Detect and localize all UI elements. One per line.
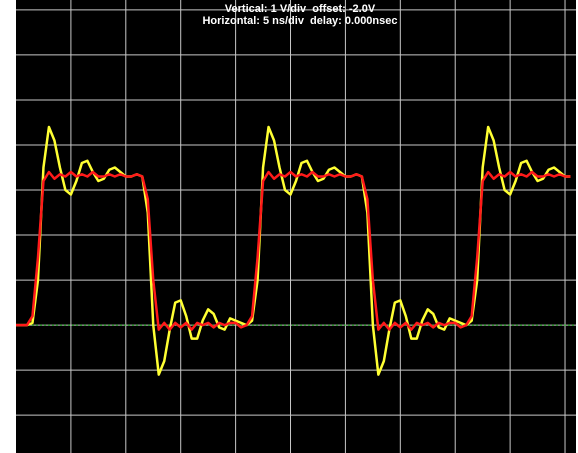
- trace: [16, 125, 571, 376]
- trace: [16, 170, 571, 331]
- horizontal-settings: Horizontal: 5 ns/div delay: 0.000nsec: [202, 15, 397, 27]
- vertical-settings: Vertical: 1 V/div offset: -2.0V: [225, 3, 376, 15]
- plot-background: [16, 0, 576, 453]
